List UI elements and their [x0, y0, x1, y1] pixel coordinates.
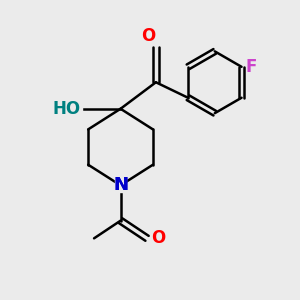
Bar	[115, 179, 126, 192]
Text: HO: HO	[53, 100, 81, 118]
Text: O: O	[141, 28, 156, 46]
Text: N: N	[113, 176, 128, 194]
Text: N: N	[113, 176, 128, 194]
Text: N: N	[113, 176, 128, 194]
Text: O: O	[152, 229, 166, 247]
Bar	[66, 102, 82, 115]
Text: F: F	[246, 58, 257, 76]
